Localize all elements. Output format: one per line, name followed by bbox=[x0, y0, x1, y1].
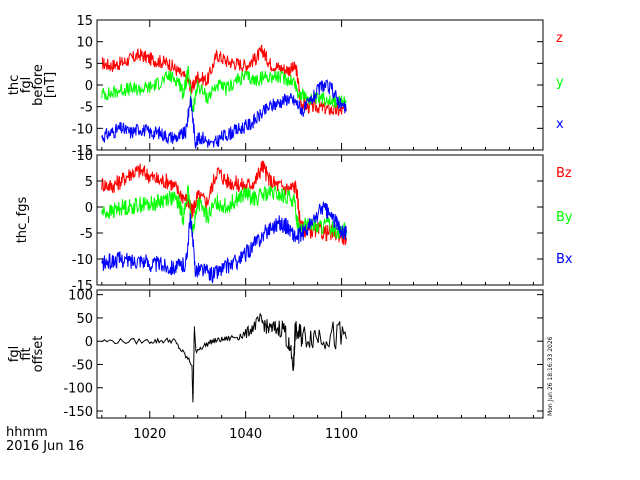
x-tick-label: 1040 bbox=[229, 427, 262, 442]
legend-entry-bx: Bx bbox=[556, 252, 573, 267]
legend-entry-z: z bbox=[556, 31, 563, 46]
y-tick-label: -10 bbox=[72, 122, 93, 137]
legend-entry-bz: Bz bbox=[556, 166, 572, 181]
y-axis-label: fgl bbox=[19, 77, 34, 93]
y-axis-label: fgl bbox=[7, 346, 22, 362]
y-tick-label: -150 bbox=[63, 405, 93, 420]
y-tick-label: 10 bbox=[76, 149, 93, 164]
series-line-bx-panel-2 bbox=[101, 201, 347, 284]
y-tick-label: 0 bbox=[85, 335, 93, 350]
date-label: 2016 Jun 16 bbox=[6, 439, 85, 454]
y-tick-label: -50 bbox=[72, 358, 93, 373]
plot-frame-panel-2 bbox=[96, 154, 544, 286]
y-tick-label: 5 bbox=[85, 175, 93, 190]
legend-entry-y: y bbox=[556, 75, 564, 90]
series-line-x-panel-1 bbox=[101, 78, 347, 150]
y-axis-label: [nT] bbox=[43, 72, 58, 98]
x-tick-label: 1100 bbox=[325, 427, 358, 442]
series-line-bz-panel-2 bbox=[101, 160, 347, 246]
y-axis-label: thc bbox=[7, 75, 22, 95]
x-tick-label: 1020 bbox=[133, 427, 166, 442]
timestamp-label: Mon Jun 26 18:16:33 2026 bbox=[547, 336, 554, 416]
y-tick-label: -5 bbox=[80, 101, 93, 116]
y-tick-label: -15 bbox=[72, 144, 93, 159]
y-tick-label: 0 bbox=[85, 79, 93, 94]
plot-frame-panel-3 bbox=[96, 289, 544, 419]
series-line-by-panel-2 bbox=[101, 185, 347, 239]
y-axis-label: before bbox=[31, 64, 46, 106]
y-axis-label: offset bbox=[31, 336, 46, 373]
y-tick-label: 10 bbox=[76, 36, 93, 51]
y-axis-label: thc_fgs bbox=[15, 196, 30, 243]
series-line-offset-panel-3 bbox=[101, 313, 347, 403]
series-line-z-panel-1 bbox=[101, 44, 347, 116]
y-tick-label: 50 bbox=[76, 312, 93, 327]
y-tick-label: 0 bbox=[85, 201, 93, 216]
y-tick-label: -100 bbox=[63, 382, 93, 397]
y-tick-label: -5 bbox=[80, 227, 93, 242]
time-units-label: hhmm bbox=[6, 425, 48, 440]
y-tick-label: 100 bbox=[68, 289, 93, 304]
y-axis-label: fit bbox=[19, 347, 34, 360]
y-tick-label: -10 bbox=[72, 253, 93, 268]
y-tick-label: 5 bbox=[85, 57, 93, 72]
y-tick-label: 15 bbox=[76, 14, 93, 29]
legend-entry-by: By bbox=[556, 210, 573, 225]
y-tick-label: -15 bbox=[72, 279, 93, 294]
legend-entry-x: x bbox=[556, 117, 564, 132]
series-line-y-panel-1 bbox=[101, 65, 347, 113]
